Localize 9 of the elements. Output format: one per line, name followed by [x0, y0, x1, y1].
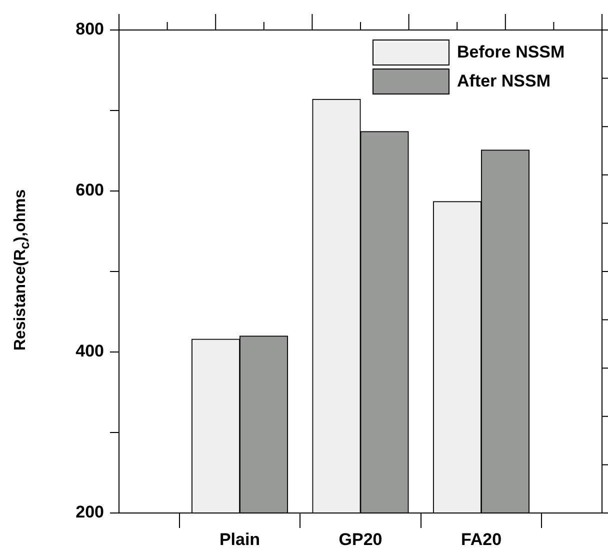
- y-tick-label: 400: [76, 342, 104, 361]
- y-tick-label: 800: [76, 20, 104, 39]
- y-tick-label: 200: [76, 502, 104, 522]
- x-tick-label: FA20: [460, 530, 502, 549]
- y-tick-label: 600: [76, 180, 104, 200]
- x-tick-label: GP20: [338, 530, 382, 549]
- x-tick-label: Plain: [219, 530, 260, 549]
- legend-label: After NSSM: [457, 72, 551, 91]
- legend-label: Before NSSM: [457, 42, 565, 62]
